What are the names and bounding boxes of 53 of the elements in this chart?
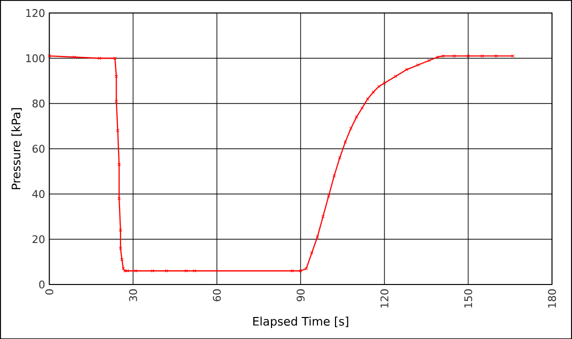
- point: [427, 58, 431, 62]
- y-tick-label: 120: [26, 8, 44, 17]
- y-tick-label: 60: [32, 144, 44, 153]
- point: [192, 269, 196, 272]
- x-tick-label: 180: [548, 289, 556, 308]
- point: [299, 269, 302, 272]
- point: [118, 196, 121, 200]
- point: [372, 90, 375, 94]
- point: [321, 214, 325, 218]
- point: [416, 63, 420, 66]
- y-tick-label: 100: [26, 54, 44, 62]
- point: [316, 235, 320, 238]
- x-tick-label: 60: [212, 289, 221, 302]
- y-axis-title: Pressure [kPa]: [11, 108, 22, 189]
- point: [494, 54, 498, 58]
- point: [123, 269, 126, 272]
- point: [72, 55, 76, 59]
- point: [118, 246, 122, 250]
- point: [116, 128, 120, 132]
- point: [184, 269, 188, 272]
- point: [118, 228, 122, 232]
- point: [452, 54, 456, 58]
- y-tick-label: 20: [32, 235, 44, 244]
- point: [354, 115, 358, 119]
- x-axis-title: Elapsed Time [s]: [253, 316, 348, 328]
- x-tick-label: 120: [380, 289, 388, 308]
- point: [326, 194, 330, 198]
- point: [118, 162, 121, 166]
- y-tick-label: 80: [32, 99, 44, 108]
- point: [441, 54, 445, 58]
- point: [405, 68, 408, 72]
- point: [480, 54, 484, 58]
- point: [360, 106, 364, 110]
- x-tick-label: 30: [129, 289, 138, 301]
- x-tick-label: 0: [45, 289, 54, 294]
- x-tick-label: 150: [464, 289, 472, 308]
- x-tick-label: 90: [296, 289, 305, 302]
- point: [382, 81, 386, 85]
- y-tick-label: 40: [32, 190, 44, 198]
- point: [113, 56, 117, 60]
- point: [126, 269, 130, 272]
- point: [394, 74, 398, 78]
- point: [466, 54, 470, 58]
- point: [349, 126, 353, 130]
- point: [304, 266, 308, 270]
- point: [344, 140, 347, 144]
- point: [366, 97, 370, 100]
- point: [290, 269, 294, 272]
- point: [114, 99, 118, 103]
- point: [98, 56, 102, 60]
- point: [436, 55, 440, 59]
- point: [377, 84, 380, 88]
- y-tick-label: 0: [39, 280, 44, 288]
